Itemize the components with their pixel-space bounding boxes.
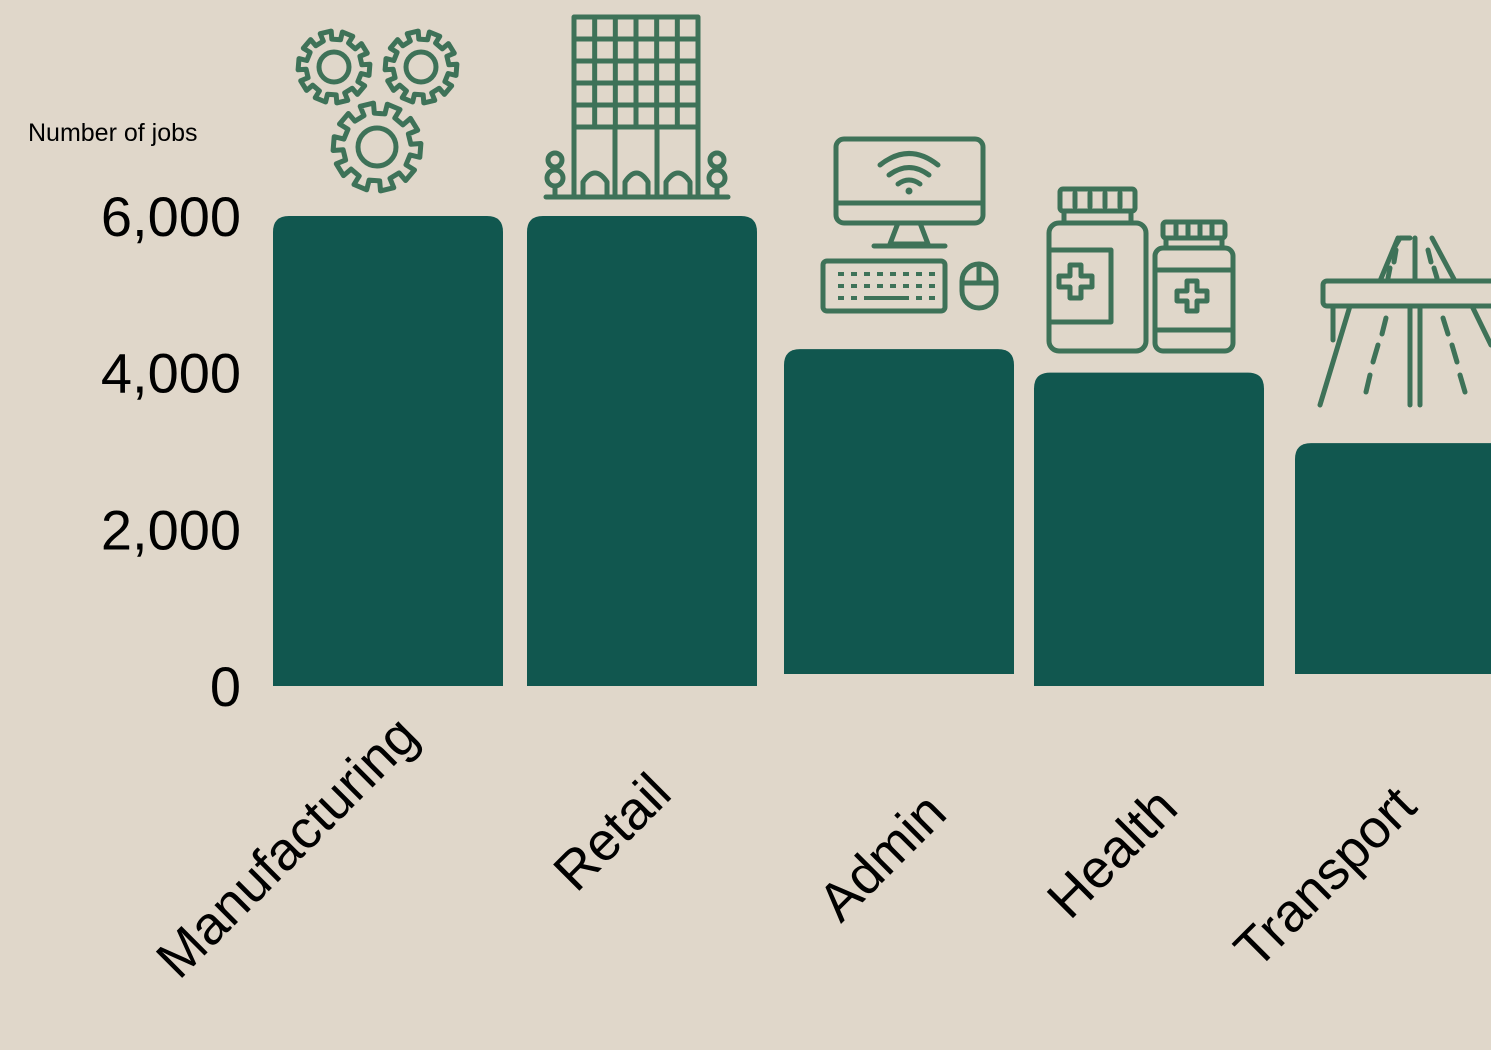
desktop-computer-icon: [820, 136, 999, 314]
bars: [273, 216, 1491, 686]
category-label-retail: Retail: [542, 762, 682, 902]
y-axis-label: Number of jobs: [28, 119, 198, 147]
bar-manufacturing: [273, 216, 503, 686]
category-label-transport: Transport: [1223, 775, 1427, 979]
category-label-health: Health: [1036, 777, 1189, 930]
y-tick-label: 0: [210, 655, 241, 718]
highway-bridge-icon: [1317, 235, 1491, 408]
bar-health: [1034, 372, 1264, 686]
gears-icon: [295, 28, 460, 194]
category-label-admin: Admin: [807, 782, 958, 933]
y-tick-label: 4,000: [101, 342, 241, 405]
category-labels: Manufacturing Retail Admin Health Transport: [145, 705, 1427, 989]
category-label-manufacturing: Manufacturing: [145, 705, 429, 989]
office-building-icon: [543, 14, 731, 200]
bar-retail: [527, 216, 757, 686]
bar-transport: [1295, 443, 1491, 674]
y-axis-ticks: 0 2,000 4,000 6,000: [101, 185, 241, 718]
y-tick-label: 2,000: [101, 498, 241, 561]
medicine-bottles-icon: [1046, 186, 1236, 354]
y-tick-label: 6,000: [101, 185, 241, 248]
bar-admin: [784, 349, 1014, 674]
